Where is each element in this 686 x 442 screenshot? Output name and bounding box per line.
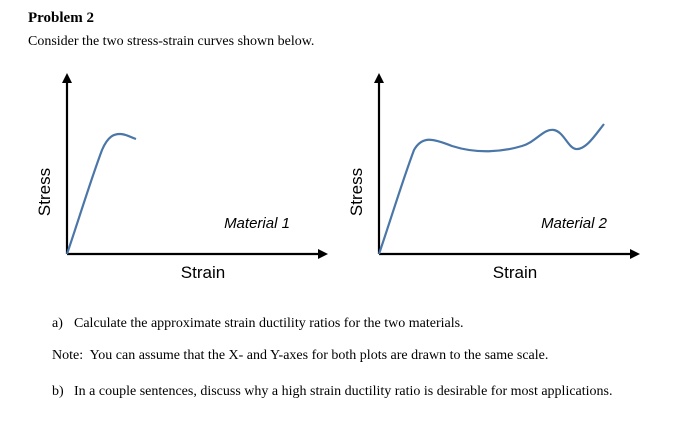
question-b-marker: b) xyxy=(52,384,64,399)
material-label: Material 1 xyxy=(224,215,290,232)
stress-strain-plot-material-1: Stress Strain Material 1 xyxy=(35,73,328,282)
question-note: Note: You can assume that the X- and Y-a… xyxy=(52,346,548,365)
x-axis-label: Strain xyxy=(493,263,537,282)
question-a: a) Calculate the approximate strain ducti… xyxy=(52,314,464,333)
stress-strain-curve xyxy=(65,132,137,255)
note-text: Note: You can assume that the X- and Y-a… xyxy=(52,348,549,363)
question-a-marker: a) xyxy=(52,316,63,331)
question-b: b) In a couple sentences, discuss why a … xyxy=(52,382,652,422)
stress-strain-plot-material-2: Stress Strain Material 2 xyxy=(347,73,640,282)
question-a-text: Calculate the approximate strain ductili… xyxy=(74,316,464,331)
x-axis-label: Strain xyxy=(181,263,225,282)
question-b-text: In a couple sentences, discuss why a hig… xyxy=(74,384,613,399)
problem-title: Problem 2 xyxy=(28,10,94,26)
y-axis-label: Stress xyxy=(347,168,366,216)
stress-strain-curve xyxy=(377,123,605,255)
material-label: Material 2 xyxy=(541,215,608,232)
y-axis-label: Stress xyxy=(35,168,54,216)
problem-intro: Consider the two stress-strain curves sh… xyxy=(28,34,315,49)
